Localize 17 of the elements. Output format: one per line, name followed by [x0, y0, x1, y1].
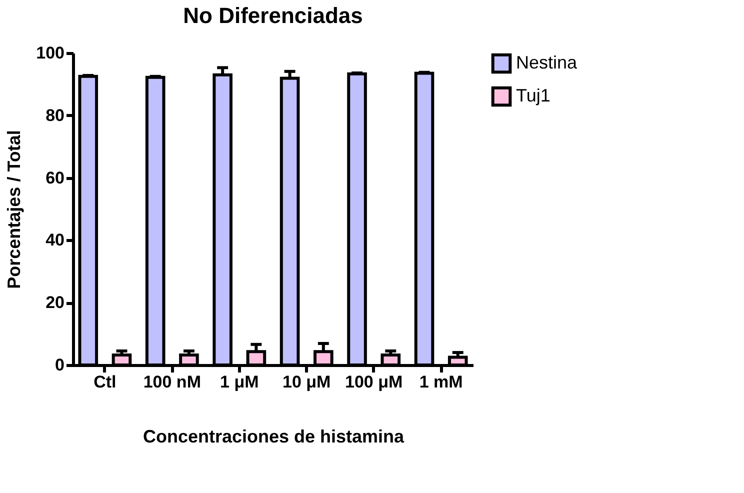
y-tick-label: 0 — [55, 356, 64, 374]
y-axis-title: Porcentajes / Total — [4, 130, 24, 289]
x-tick-label: 100 nM — [143, 372, 201, 392]
y-tick-label: 20 — [46, 293, 64, 312]
legend-label: Tuj1 — [516, 86, 550, 106]
chart-title: No Diferenciadas — [183, 3, 363, 28]
y-tick-label: 40 — [46, 230, 64, 250]
x-tick-label: 1 μM — [220, 372, 259, 392]
y-tick-label: 100 — [36, 44, 64, 62]
x-axis-title: Concentraciones de histamina — [142, 426, 406, 446]
legend-label: Nestina — [516, 52, 578, 72]
x-tick-label: 10 μM — [282, 372, 331, 392]
x-tick-label: 100 μM — [345, 372, 403, 392]
y-tick-label: 60 — [46, 168, 64, 188]
y-tick-label: 80 — [46, 106, 64, 125]
x-tick-label: 1 mM — [419, 372, 463, 392]
x-tick-label: Ctl — [94, 372, 116, 392]
